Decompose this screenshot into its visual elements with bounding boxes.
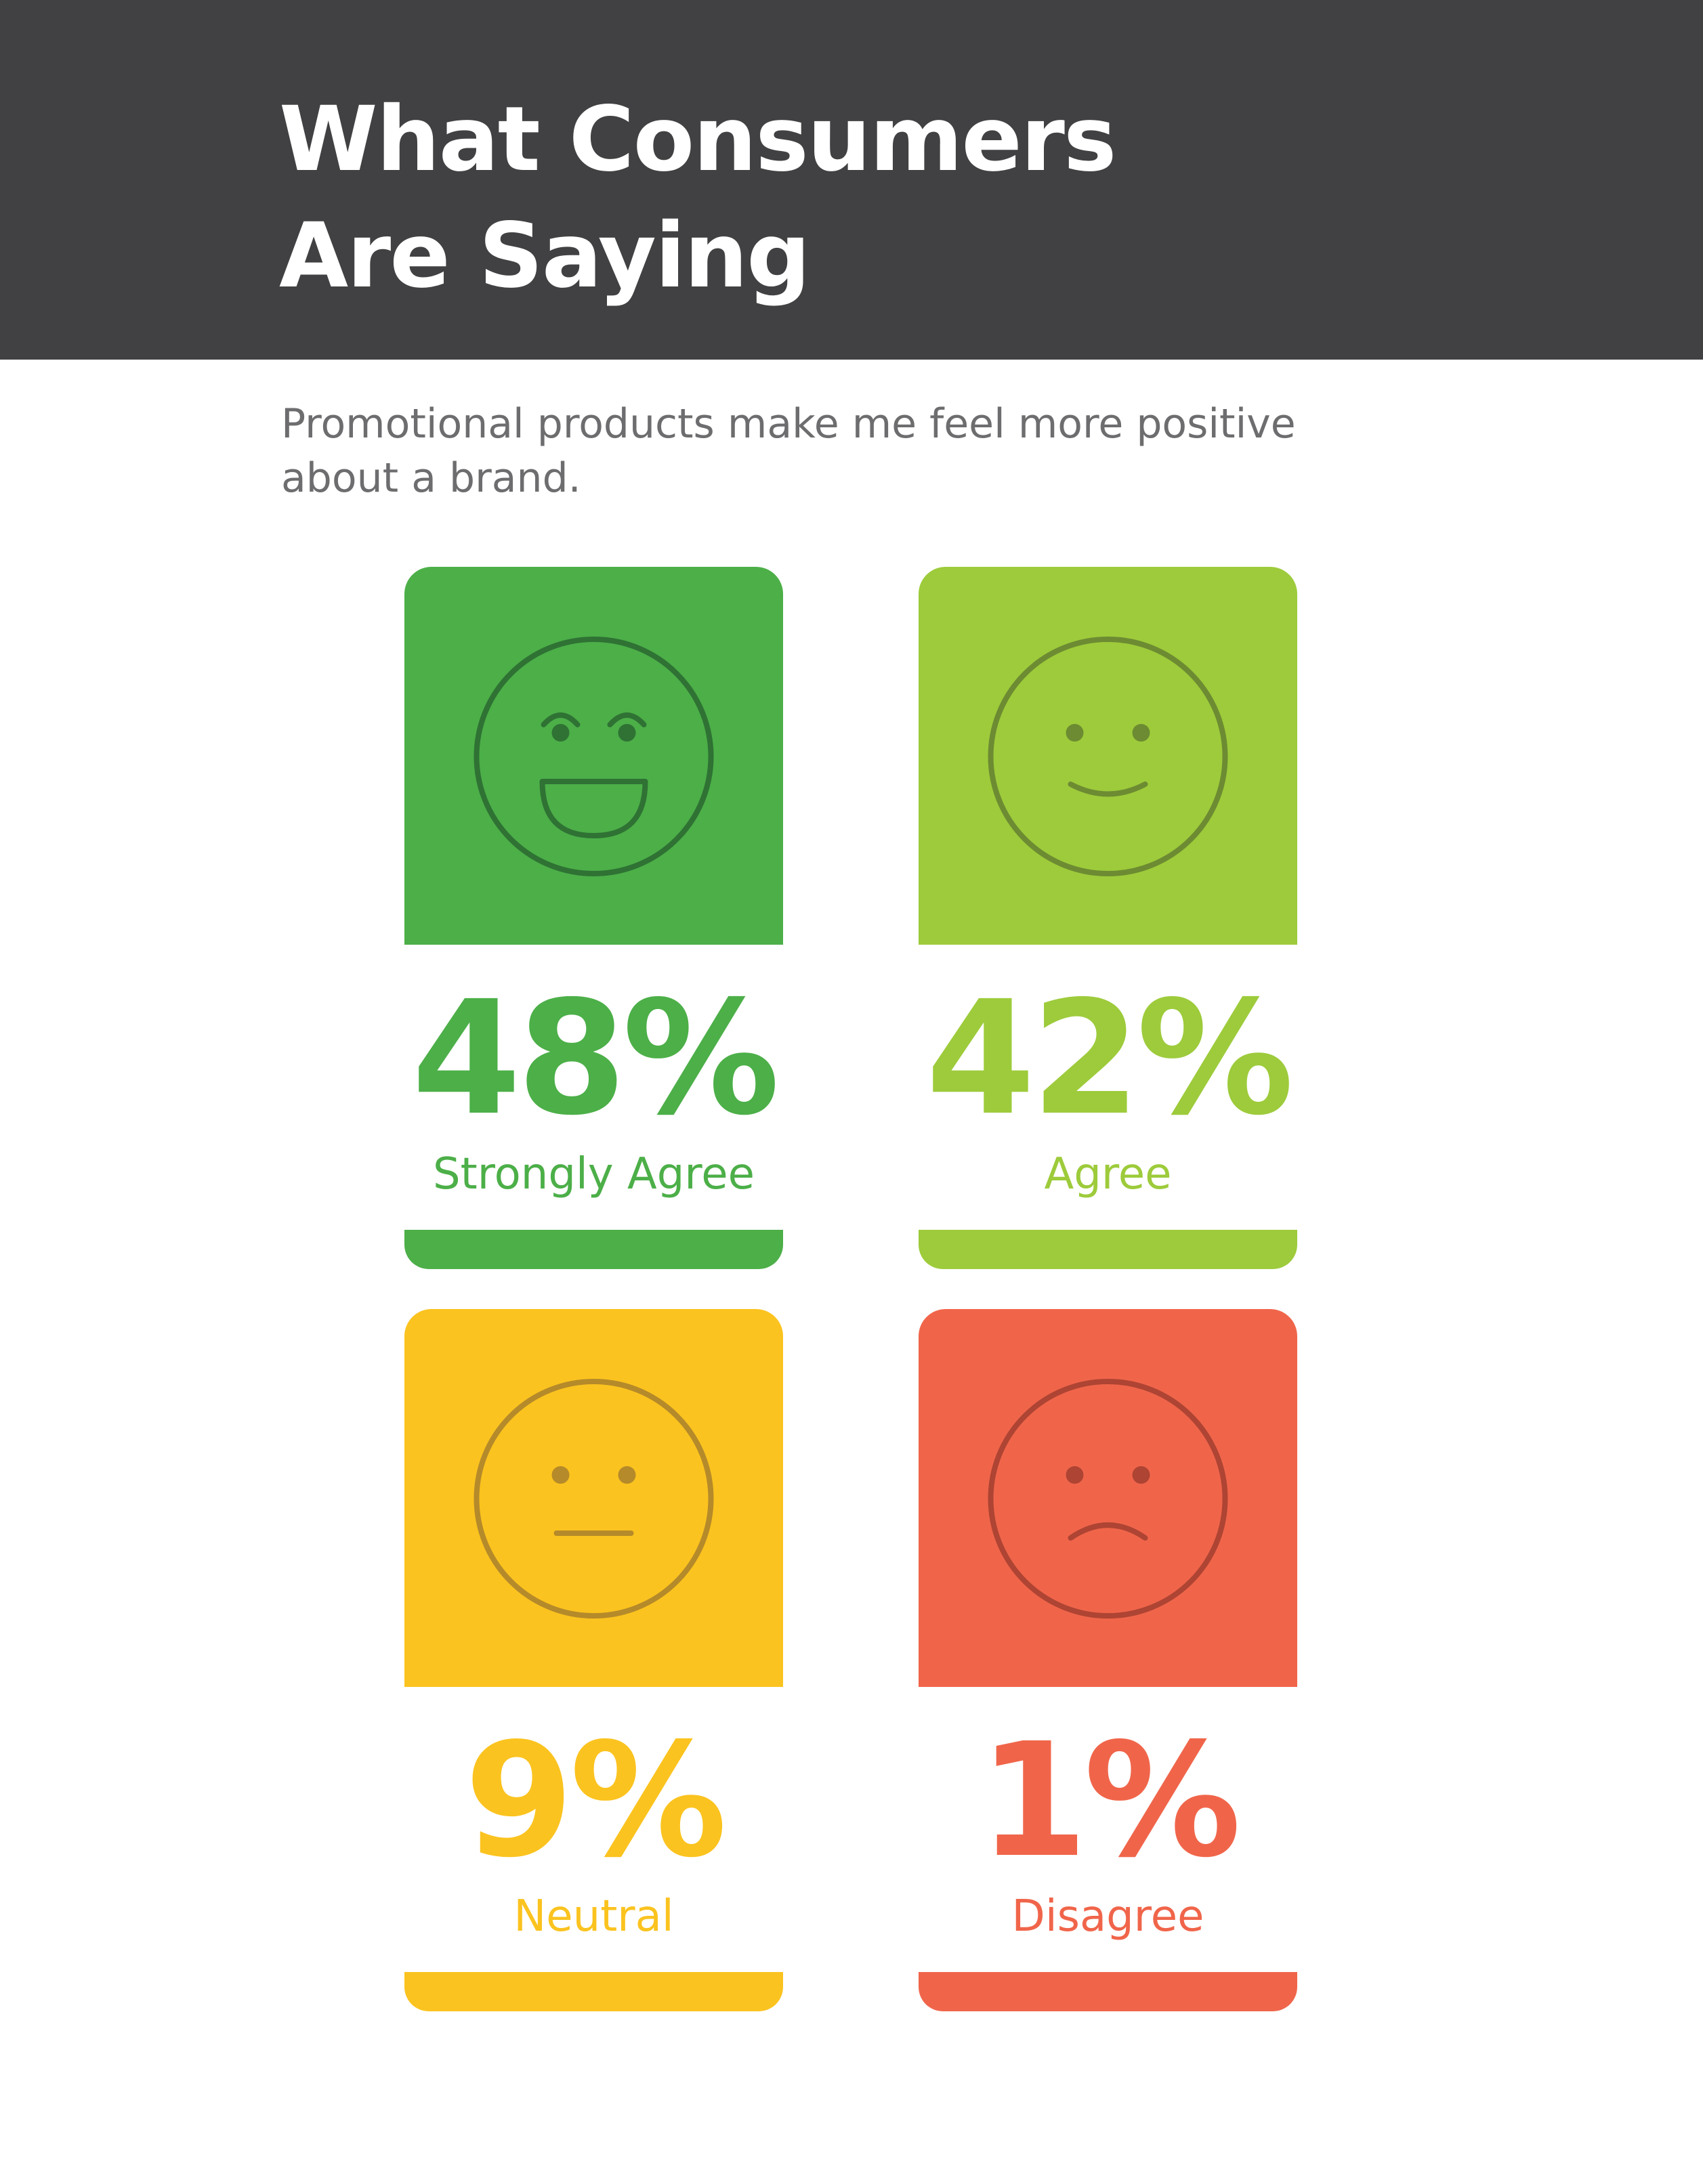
label: Neutral: [513, 1891, 674, 1942]
face: [988, 637, 1228, 876]
header: What Consumers Are Saying: [0, 0, 1703, 360]
eye: [618, 724, 636, 742]
emoji: [474, 637, 714, 876]
eye: [551, 1466, 570, 1484]
emoji-tile: [919, 1309, 1297, 1687]
eye: [1132, 1466, 1150, 1484]
card: 1% Disagree: [919, 1309, 1297, 2011]
emoji: [988, 1379, 1228, 1619]
label: Disagree: [1011, 1891, 1204, 1942]
label: Agree: [1044, 1149, 1172, 1199]
eye: [1132, 724, 1150, 742]
card: 42% Agree: [919, 567, 1297, 1269]
emoji-tile: [919, 567, 1297, 945]
subtitle-line: Promotional products make me feel more p…: [281, 400, 1296, 448]
title-line: Are Saying: [279, 204, 811, 308]
eye: [1066, 1466, 1084, 1484]
label: Strongly Agree: [432, 1149, 755, 1199]
face: [474, 637, 714, 876]
card: 48% Strongly Agree: [404, 567, 783, 1269]
title-line: What Consumers: [279, 87, 1117, 192]
eye: [1066, 724, 1084, 742]
percent: 1%: [978, 1709, 1242, 1892]
card: 9% Neutral: [404, 1309, 783, 2011]
eyebrows: [541, 712, 647, 727]
percent: 9%: [464, 1709, 728, 1892]
eye: [551, 724, 570, 742]
card-bar: [404, 1230, 783, 1269]
emoji: [474, 1379, 714, 1619]
eye: [618, 1466, 636, 1484]
face: [474, 1379, 714, 1619]
subtitle-line: about a brand.: [281, 454, 581, 502]
emoji: [988, 637, 1228, 876]
emoji-tile: [404, 1309, 783, 1687]
face: [988, 1379, 1228, 1619]
mouth: [539, 779, 648, 838]
mouth: [1068, 781, 1148, 797]
card-bar: [919, 1230, 1297, 1269]
card-bar: [919, 1972, 1297, 2011]
emoji-tile: [404, 567, 783, 945]
mouth: [1068, 1522, 1148, 1541]
percent: 48%: [411, 967, 780, 1150]
card-bar: [404, 1972, 783, 2011]
percent: 42%: [925, 967, 1294, 1150]
